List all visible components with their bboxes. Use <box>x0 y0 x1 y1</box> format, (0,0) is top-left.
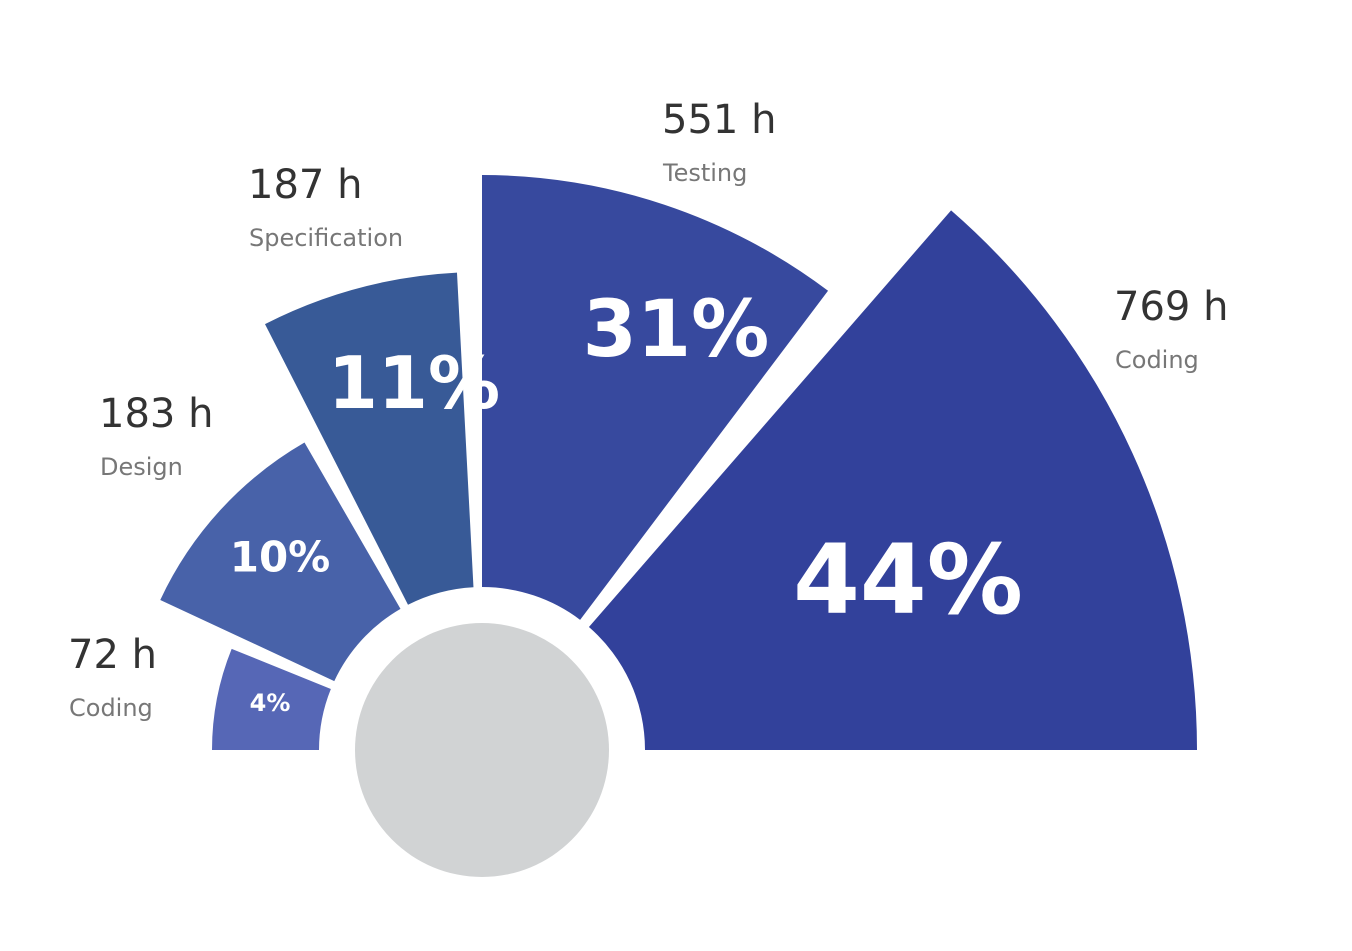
category-label-coding-small: Coding <box>69 694 153 722</box>
category-label-specification: Specification <box>249 224 403 252</box>
sector-coding-large <box>588 210 1197 751</box>
category-label-testing: Testing <box>662 159 747 187</box>
percent-label-coding-large: 44% <box>793 524 1023 636</box>
hours-label-coding-large: 769 h <box>1114 284 1228 330</box>
percent-labels-group: 4% 10% 11% 31% 44% <box>230 285 1023 717</box>
hours-label-testing: 551 h <box>662 97 776 143</box>
category-labels-group: 72 h Coding 183 h Design 187 h Specification 5… <box>68 97 1228 722</box>
sector-specification <box>264 272 474 605</box>
sector-testing <box>482 175 829 620</box>
percent-label-design: 10% <box>230 533 331 582</box>
sector-coding-small <box>212 648 331 750</box>
category-label-design: Design <box>100 453 183 481</box>
percent-label-coding-small: 4% <box>250 689 291 717</box>
percent-label-specification: 11% <box>328 341 500 425</box>
sector-design <box>160 442 401 682</box>
category-label-coding-large: Coding <box>1115 346 1199 374</box>
sectors-group <box>160 175 1197 751</box>
hours-label-design: 183 h <box>99 391 213 437</box>
hours-label-coding-small: 72 h <box>68 632 157 678</box>
hours-label-specification: 187 h <box>248 162 362 208</box>
percent-label-testing: 31% <box>583 285 770 375</box>
center-circle <box>355 623 609 877</box>
